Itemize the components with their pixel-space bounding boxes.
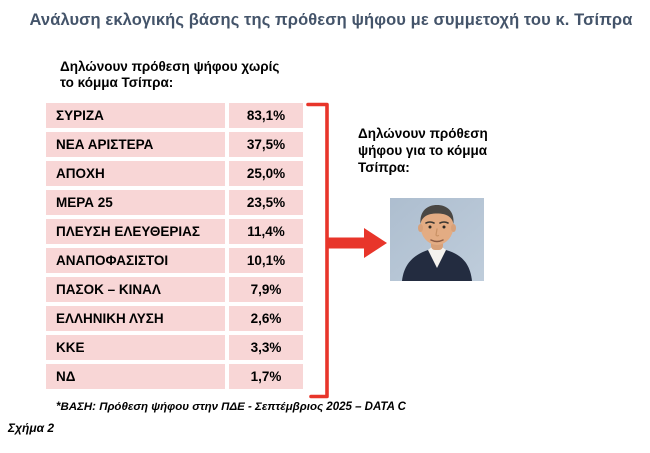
party-name: ΠΑΣΟΚ – ΚΙΝΑΛ <box>46 277 225 302</box>
party-value: 37,5% <box>229 132 303 157</box>
party-name: ΑΠΟΧΗ <box>46 161 225 186</box>
tsipras-portrait-photo <box>390 198 484 281</box>
figure-number-label: Σχήμα 2 <box>8 421 55 435</box>
party-name: ΝΔ <box>46 364 225 389</box>
table-row: ΑΠΟΧΗ 25,0% <box>46 161 303 186</box>
party-name: ΜΕΡΑ 25 <box>46 190 225 215</box>
left-column-label: Δηλώνουν πρόθεση ψήφου χωρίς το κόμμα Τσ… <box>60 59 340 92</box>
table-row: ΝΔ 1,7% <box>46 364 303 389</box>
party-name: ΝΕΑ ΑΡΙΣΤΕΡΑ <box>46 132 225 157</box>
party-value: 83,1% <box>229 103 303 128</box>
table-row: ΜΕΡΑ 25 23,5% <box>46 190 303 215</box>
table-row: ΑΝΑΠΟΦΑΣΙΣΤΟΙ 10,1% <box>46 248 303 273</box>
right-column-label: Δηλώνουν πρόθεση ψήφου για το κόμμα Τσίπ… <box>358 126 508 177</box>
grouping-bracket <box>306 102 329 399</box>
party-value: 1,7% <box>229 364 303 389</box>
party-value: 23,5% <box>229 190 303 215</box>
party-name: ΚΚΕ <box>46 335 225 360</box>
party-name: ΣΥΡΙΖΑ <box>46 103 225 128</box>
source-footnote: *ΒΑΣΗ: Πρόθεση ψήφου στην ΠΔΕ - Σεπτέμβρ… <box>56 401 406 413</box>
right-label-line-1: Δηλώνουν πρόθεση <box>358 126 488 141</box>
right-arrow-icon <box>327 228 387 258</box>
left-label-line-2: το κόμμα Τσίπρα: <box>60 75 174 91</box>
table-row: ΠΑΣΟΚ – ΚΙΝΑΛ 7,9% <box>46 277 303 302</box>
right-label-line-3: Τσίπρα: <box>358 159 410 175</box>
party-value: 2,6% <box>229 306 303 331</box>
party-value: 7,9% <box>229 277 303 302</box>
party-value: 10,1% <box>229 248 303 273</box>
party-value: 3,3% <box>229 335 303 360</box>
poll-table: ΣΥΡΙΖΑ 83,1% ΝΕΑ ΑΡΙΣΤΕΡΑ 37,5% ΑΠΟΧΗ 25… <box>46 103 303 389</box>
table-row: ΝΕΑ ΑΡΙΣΤΕΡΑ 37,5% <box>46 132 303 157</box>
page-title: Ανάλυση εκλογικής βάσης της πρόθεση ψήφο… <box>29 11 633 29</box>
right-label-line-2: ψήφου για το κόμμα <box>358 142 488 158</box>
table-row: ΕΛΛΗΝΙΚΗ ΛΥΣΗ 2,6% <box>46 306 303 331</box>
table-row: ΚΚΕ 3,3% <box>46 335 303 360</box>
table-row: ΣΥΡΙΖΑ 83,1% <box>46 103 303 128</box>
party-name: ΠΛΕΥΣΗ ΕΛΕΥΘΕΡΙΑΣ <box>46 219 225 244</box>
party-name: ΑΝΑΠΟΦΑΣΙΣΤΟΙ <box>46 248 225 273</box>
party-name: ΕΛΛΗΝΙΚΗ ΛΥΣΗ <box>46 306 225 331</box>
party-value: 25,0% <box>229 161 303 186</box>
left-label-line-1: Δηλώνουν πρόθεση ψήφου χωρίς <box>60 59 280 74</box>
table-row: ΠΛΕΥΣΗ ΕΛΕΥΘΕΡΙΑΣ 11,4% <box>46 219 303 244</box>
party-value: 11,4% <box>229 219 303 244</box>
